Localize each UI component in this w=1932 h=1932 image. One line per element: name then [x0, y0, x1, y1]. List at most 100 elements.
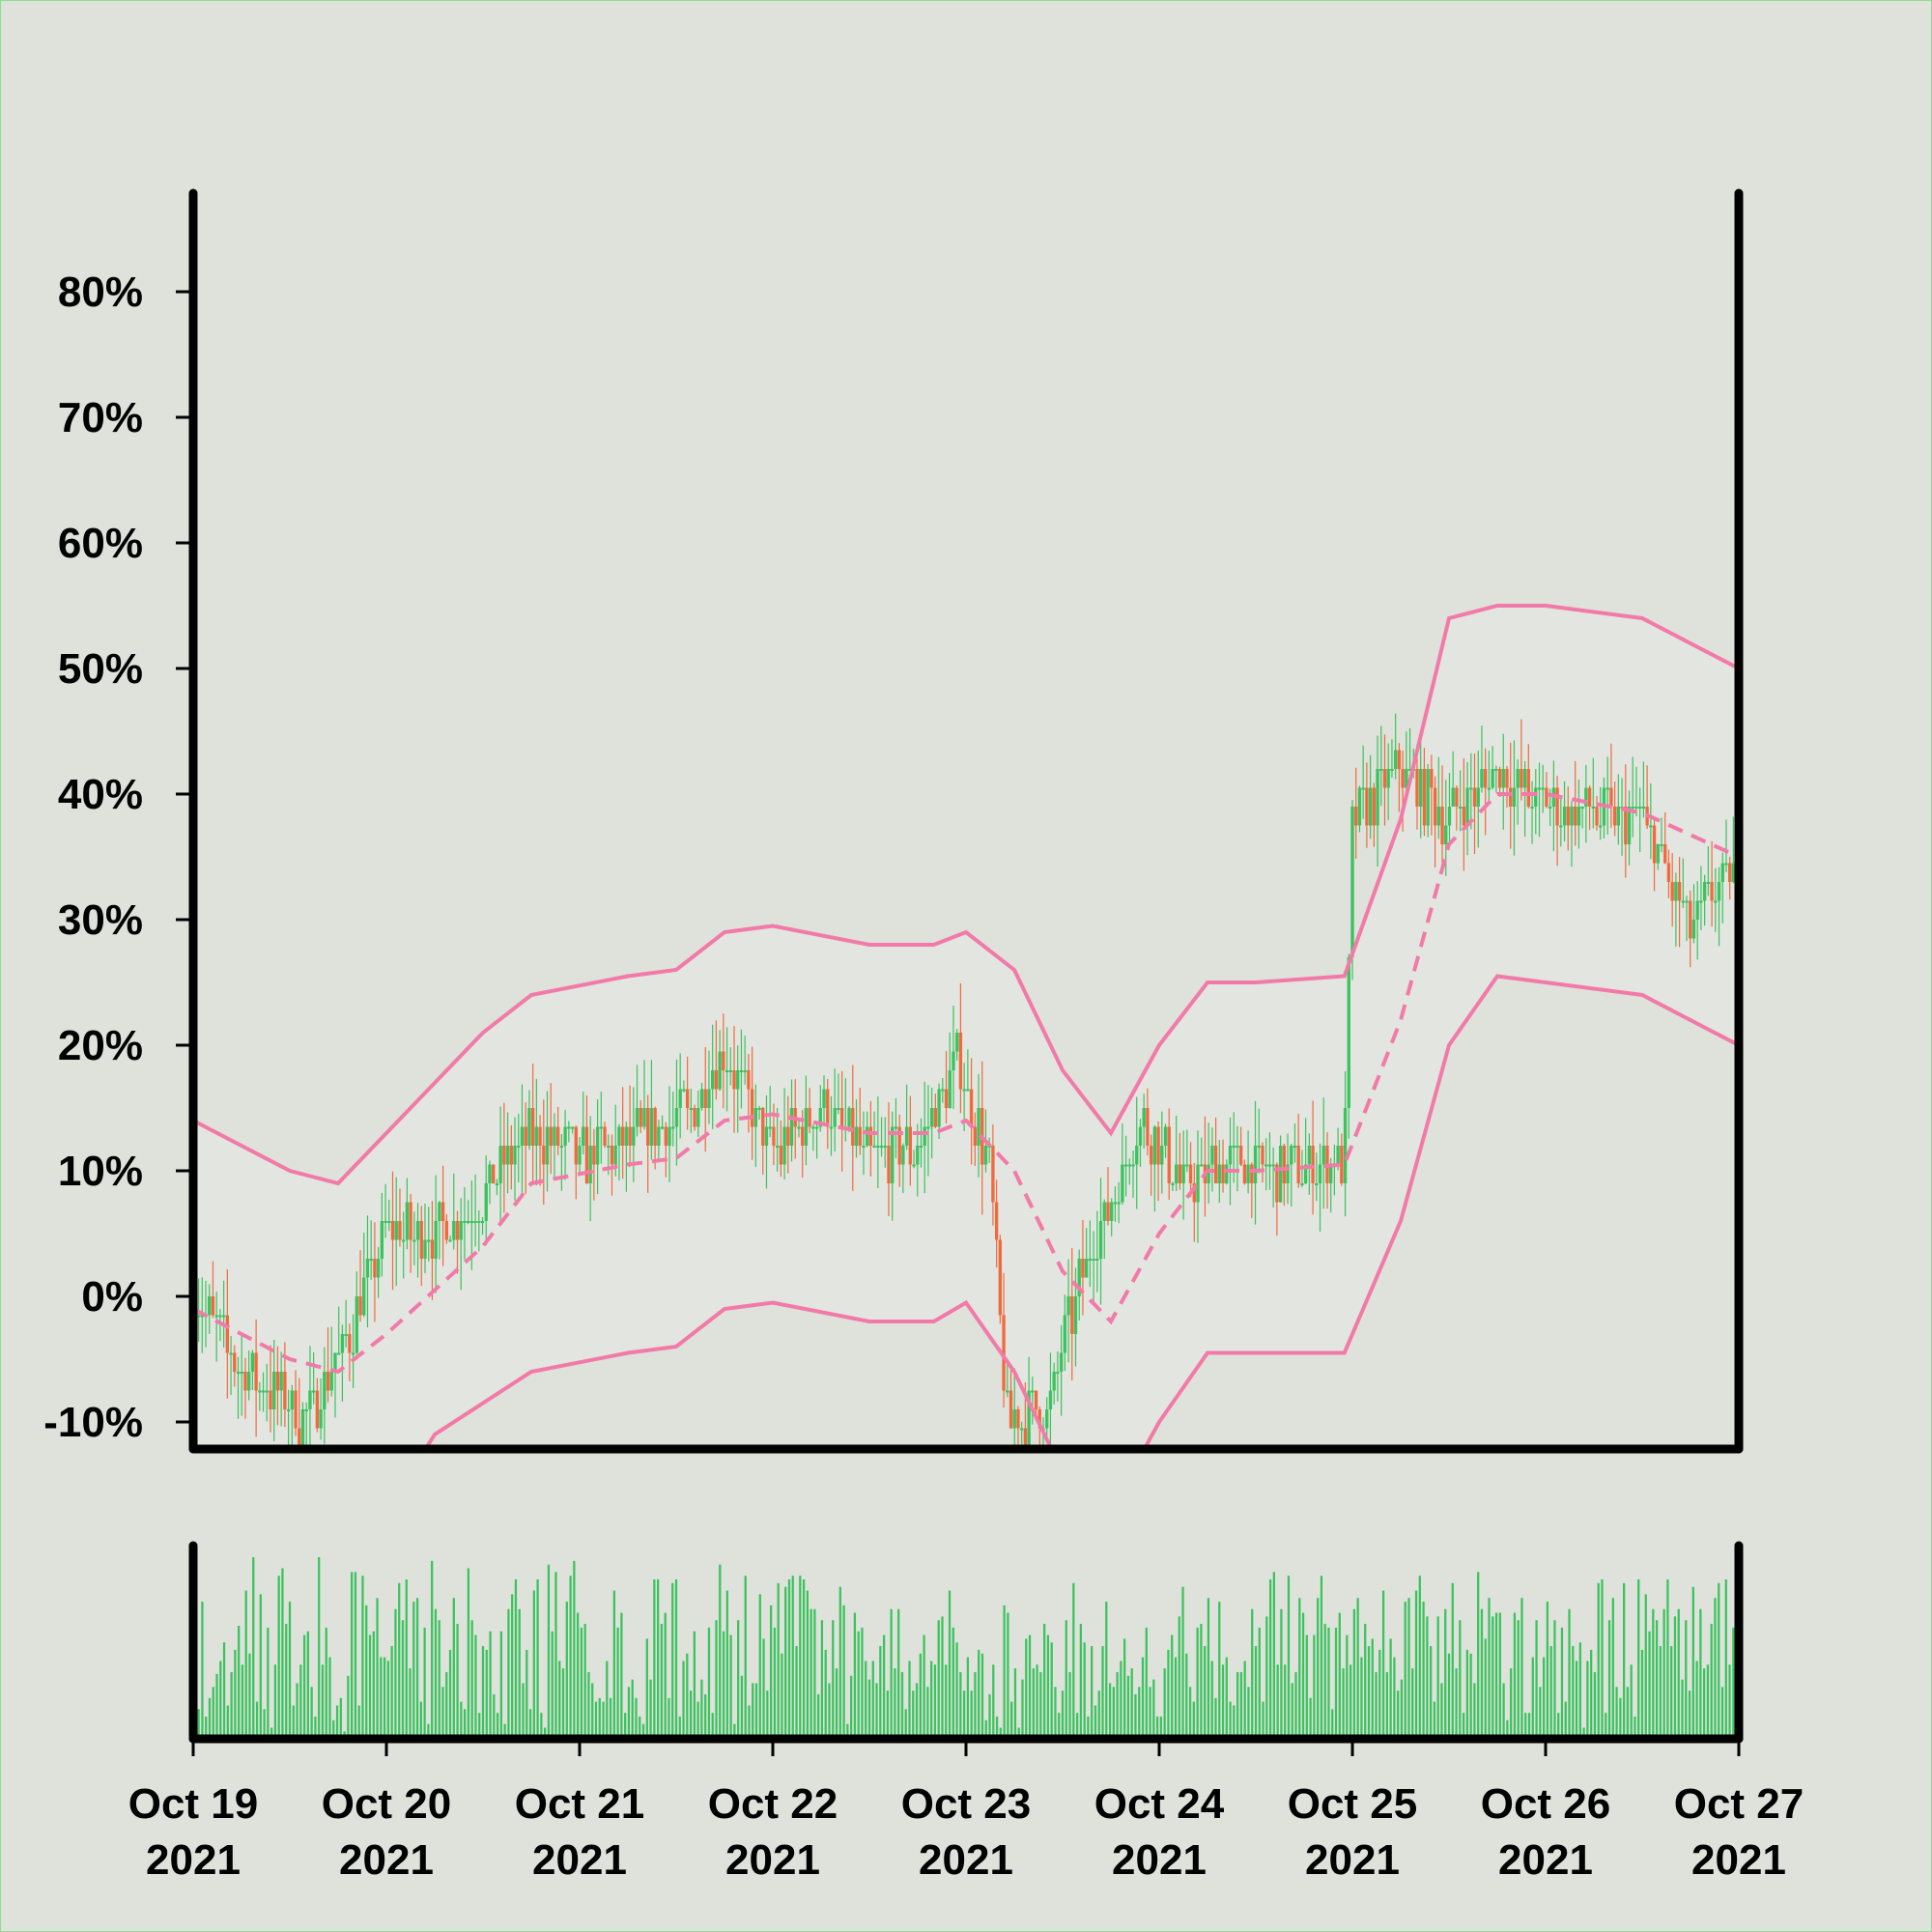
- candle-body: [642, 1108, 646, 1127]
- volume-bar: [715, 1620, 718, 1739]
- volume-bar: [711, 1713, 714, 1739]
- volume-bar: [1695, 1661, 1698, 1739]
- volume-bar: [1411, 1668, 1414, 1739]
- volume-bar: [926, 1687, 929, 1739]
- volume-bar: [930, 1661, 933, 1739]
- candle-body: [1562, 807, 1567, 826]
- volume-bar: [740, 1675, 744, 1739]
- candle-body: [1238, 1146, 1243, 1165]
- volume-bar: [277, 1576, 280, 1739]
- volume-bar: [1236, 1671, 1239, 1739]
- volume-bar: [1414, 1590, 1418, 1739]
- candle-body: [1149, 1146, 1153, 1165]
- volume-bar: [1477, 1572, 1480, 1739]
- volume-bar: [668, 1697, 670, 1739]
- volume-bar: [1732, 1627, 1735, 1739]
- volume-bar: [828, 1683, 831, 1739]
- volume-bar: [1239, 1671, 1243, 1739]
- volume-bar: [1116, 1671, 1119, 1739]
- volume-bar: [1440, 1683, 1443, 1739]
- candle-body: [542, 1146, 546, 1165]
- candle-body: [822, 1089, 826, 1108]
- volume-bar: [281, 1568, 284, 1739]
- volume-bar: [1615, 1687, 1618, 1739]
- volume-bar: [1123, 1638, 1126, 1739]
- candle-body: [912, 1164, 916, 1167]
- volume-bar: [263, 1709, 266, 1739]
- volume-bar: [1138, 1687, 1141, 1739]
- candle-body: [818, 1108, 822, 1127]
- candle-body: [1300, 1183, 1304, 1185]
- volume-bar: [547, 1564, 551, 1739]
- volume-bar: [1557, 1713, 1560, 1739]
- candle-body: [1365, 787, 1369, 826]
- volume-bar: [296, 1683, 298, 1739]
- candle-body: [553, 1126, 556, 1146]
- candle-body: [646, 1108, 650, 1146]
- candle-body: [682, 1089, 686, 1092]
- volume-bar: [875, 1683, 878, 1739]
- candle-body: [1002, 1315, 1006, 1391]
- volume-bar: [481, 1646, 485, 1739]
- candle-body: [897, 1126, 901, 1165]
- y-tick-label: 30%: [58, 896, 143, 944]
- volume-bar: [285, 1624, 288, 1739]
- candle-body: [380, 1221, 384, 1259]
- volume-bar: [306, 1631, 309, 1739]
- volume-bar: [1050, 1642, 1053, 1739]
- volume-bar: [328, 1657, 331, 1739]
- volume-bar: [773, 1627, 777, 1739]
- candle-body: [229, 1352, 233, 1355]
- candle-body: [1674, 882, 1678, 901]
- candle-body: [290, 1390, 294, 1409]
- volume-bar: [1021, 1679, 1024, 1739]
- candle-body: [440, 1202, 445, 1221]
- candle-body: [1530, 807, 1534, 809]
- volume-bar: [1593, 1671, 1597, 1739]
- volume-bar: [1436, 1616, 1439, 1739]
- candle-body: [1092, 1259, 1095, 1261]
- volume-bar: [948, 1590, 952, 1739]
- candle-body: [1612, 807, 1617, 826]
- candle-body: [753, 1108, 757, 1127]
- volume-bar: [1188, 1687, 1192, 1739]
- candle-body: [1095, 1259, 1099, 1261]
- candle-body: [599, 1126, 603, 1129]
- volume-bar: [861, 1627, 864, 1739]
- candle-body: [524, 1126, 527, 1146]
- candle-body: [664, 1126, 668, 1146]
- candle-body: [1106, 1202, 1110, 1221]
- candle-body: [1436, 807, 1440, 826]
- volume-bar: [978, 1649, 980, 1739]
- volume-bar: [933, 1664, 937, 1739]
- candle-body: [221, 1315, 226, 1318]
- volume-bar: [915, 1683, 919, 1739]
- candle-body: [1458, 807, 1463, 809]
- volume-bar: [1068, 1671, 1071, 1739]
- y-tick-label: 60%: [58, 520, 143, 567]
- candle-body: [275, 1372, 280, 1391]
- volume-bar: [744, 1576, 747, 1739]
- candle-body: [272, 1372, 276, 1409]
- volume-bar: [1313, 1634, 1316, 1739]
- candle-body: [1023, 1428, 1028, 1447]
- volume-bar: [795, 1646, 798, 1739]
- volume-bar: [380, 1657, 383, 1739]
- candle-body: [1541, 787, 1545, 790]
- volume-bar: [241, 1664, 244, 1739]
- candle-body: [1660, 844, 1663, 846]
- volume-bar: [995, 1716, 999, 1739]
- candle-body: [1484, 769, 1488, 788]
- volume-bar: [959, 1671, 962, 1739]
- volume-bar: [1433, 1701, 1436, 1739]
- candle-body: [283, 1372, 287, 1409]
- volume-bar: [540, 1713, 543, 1739]
- candle-body: [1509, 787, 1513, 807]
- candle-body: [1382, 769, 1387, 788]
- volume-bar: [1367, 1646, 1371, 1739]
- candle-body: [427, 1239, 431, 1242]
- candle-body: [1731, 863, 1736, 882]
- candle-body: [1257, 1146, 1261, 1148]
- volume-bar: [1159, 1716, 1163, 1739]
